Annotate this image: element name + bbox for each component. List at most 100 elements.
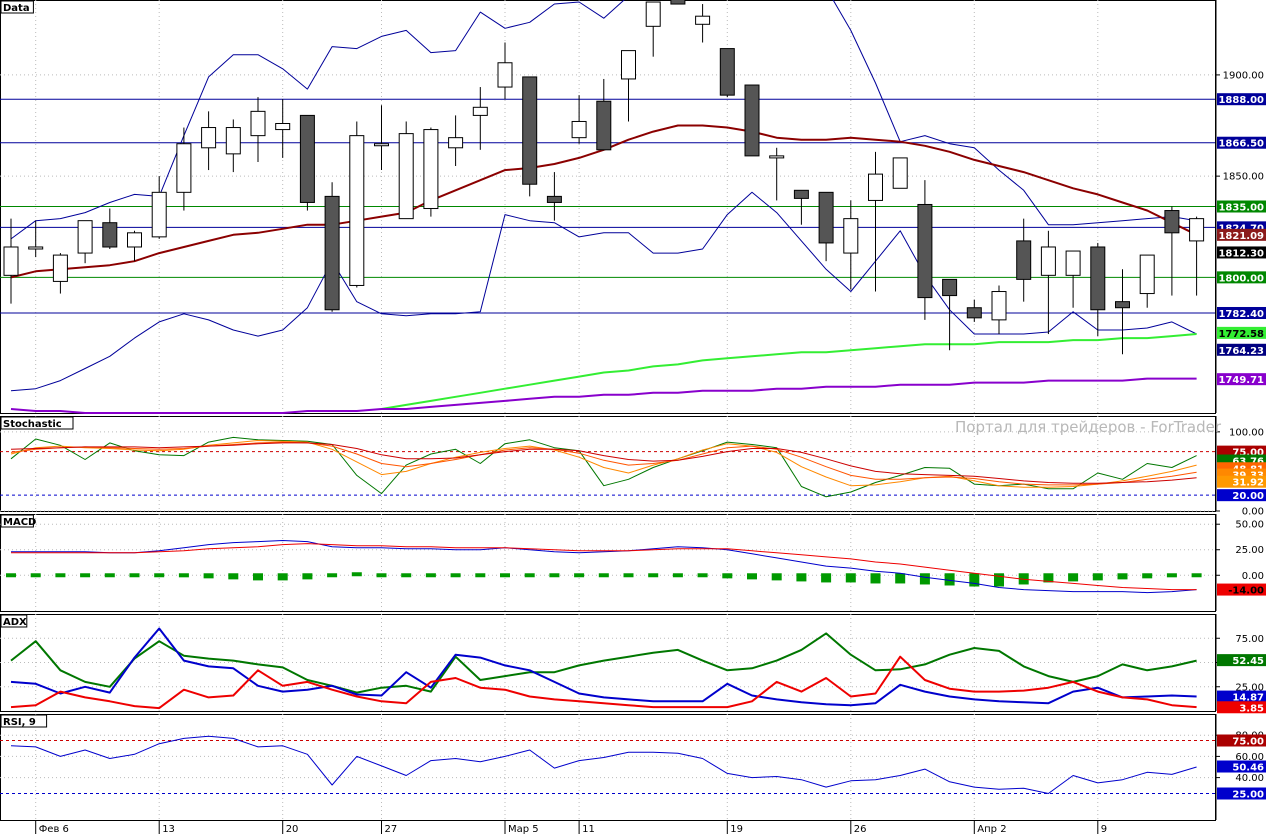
price-tag-background	[1217, 373, 1266, 386]
price-tag-label: 1812.30	[1218, 248, 1264, 259]
candlestick	[299, 114, 315, 211]
candlestick	[398, 121, 414, 220]
candle-body	[472, 106, 488, 116]
candlestick	[1065, 250, 1081, 308]
candlestick	[1016, 218, 1032, 302]
candle-body	[3, 246, 19, 276]
macd-histogram-bar	[327, 573, 338, 578]
price-tag-label: 1764.23	[1218, 346, 1264, 357]
price-tag: 1749.71	[1217, 373, 1266, 386]
price-tag-background	[1217, 228, 1266, 241]
macd-histogram-bar	[475, 573, 486, 578]
candle-body	[966, 307, 982, 319]
price-tag-background	[1217, 690, 1266, 703]
candlestick	[127, 230, 142, 262]
macd-histogram-bar	[747, 573, 757, 580]
price-tag-background	[1217, 326, 1266, 339]
candlestick	[942, 278, 958, 351]
macd-histogram-bar	[450, 573, 461, 578]
candlestick	[1040, 230, 1056, 335]
candle-body	[596, 100, 612, 151]
price-tag-label: 52.45	[1232, 656, 1264, 667]
y-tick-label: 75.00	[1235, 634, 1264, 645]
price-tag-label: 20.00	[1232, 491, 1264, 502]
candle-body	[1016, 240, 1032, 280]
panel-label-box	[0, 514, 34, 528]
price-tag-label: 3.85	[1239, 703, 1264, 714]
candle-body	[398, 133, 414, 220]
price-tag: 1800.00	[1217, 271, 1266, 284]
price-tag-background	[1217, 489, 1266, 502]
panel-data: 1900.001850.001888.001866.501835.001824.…	[0, 0, 1266, 414]
price-tag: 1772.58	[1217, 326, 1266, 340]
candlestick	[374, 105, 389, 171]
date-tick-label: 13	[162, 824, 175, 834]
candle-body	[546, 195, 562, 203]
candle-body	[1164, 210, 1180, 234]
macd-histogram-bar	[351, 572, 362, 577]
candle-body	[423, 129, 439, 210]
candlestick	[571, 95, 587, 144]
price-tag-label: -14.00	[1228, 586, 1264, 597]
price-tag: 3.85	[1217, 701, 1266, 714]
price-tag: 50.46	[1217, 760, 1266, 774]
price-tag-label: 1782.40	[1218, 309, 1264, 320]
price-tag-label: 1800.00	[1218, 273, 1264, 284]
candlestick	[719, 48, 735, 98]
candlestick	[917, 180, 933, 320]
price-tag: 1888.00	[1217, 93, 1266, 106]
candle-body	[102, 222, 118, 248]
price-tag: 1782.40	[1217, 306, 1266, 320]
price-tag-label: 14.87	[1232, 693, 1264, 704]
y-tick-label: 25.00	[1235, 545, 1264, 556]
date-tick-label: Мар 5	[508, 824, 539, 834]
candle-body	[695, 15, 711, 25]
macd-histogram-bar	[1068, 573, 1079, 582]
price-tag: 1866.50	[1217, 136, 1266, 150]
candlestick	[621, 50, 636, 122]
macd-histogram-bar	[1092, 573, 1103, 581]
price-tag-background	[1217, 136, 1266, 149]
candlestick	[201, 111, 217, 171]
macd-histogram-bar	[228, 573, 239, 580]
y-tick-label: 1900.00	[1223, 70, 1264, 81]
panel-label: Stochastic	[0, 416, 74, 430]
candle-body	[744, 84, 760, 157]
price-tag-background	[1217, 760, 1266, 773]
candle-body	[522, 76, 538, 185]
macd-histogram-bar	[1117, 573, 1128, 580]
candlestick	[596, 78, 612, 151]
macd-histogram-bar	[203, 573, 214, 579]
panel-macd: 50.00 25.00 0.00 -14.00 MACD	[0, 514, 1266, 612]
panel-label-text: MACD	[3, 517, 36, 528]
candlestick	[1115, 269, 1130, 355]
price-tag-background	[1217, 701, 1266, 714]
panel-label: ADX	[0, 614, 28, 628]
candle-body	[448, 137, 464, 149]
candlestick	[793, 189, 809, 225]
candlestick	[448, 115, 464, 167]
candlestick	[1090, 242, 1106, 337]
panel-label-text: Stochastic	[3, 419, 62, 430]
series-line-long-moving-average	[381, 333, 1197, 410]
macd-histogram-bar	[944, 573, 955, 586]
series-line-macd	[11, 540, 1197, 594]
candlestick	[423, 127, 439, 217]
macd-histogram-bar	[1142, 573, 1153, 579]
macd-histogram-bar	[796, 573, 807, 582]
macd-histogram-bar	[55, 573, 66, 578]
candlestick	[225, 119, 241, 173]
macd-histogram-bar	[401, 573, 412, 578]
price-tag-label: 25.00	[1232, 790, 1264, 801]
candlestick	[28, 220, 44, 258]
candlestick	[151, 176, 167, 239]
macd-histogram-bar	[672, 573, 683, 578]
panel-label-text: RSI, 9	[3, 717, 36, 728]
price-tag-label: 1835.00	[1218, 203, 1264, 214]
macd-histogram-bar	[870, 573, 881, 584]
candle-body	[324, 195, 340, 311]
macd-histogram-bar	[1043, 573, 1054, 583]
price-tag-label: 75.00	[1232, 737, 1264, 748]
